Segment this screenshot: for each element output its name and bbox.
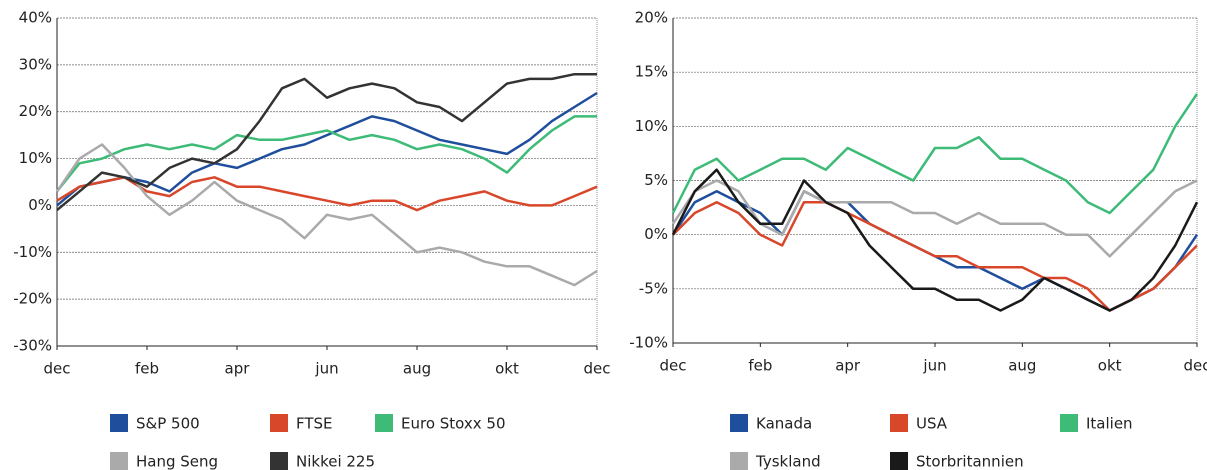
x-tick-label: aug — [403, 360, 431, 378]
series-line — [671, 93, 1199, 215]
x-tick-label: jun — [922, 357, 946, 375]
y-tick-label: 15% — [635, 63, 668, 81]
y-tick-label: 0% — [28, 196, 52, 214]
x-tick-label: dec — [660, 357, 687, 375]
x-tick-label: apr — [225, 360, 251, 378]
y-tick-label: 0% — [644, 225, 668, 243]
x-tick-label: feb — [135, 360, 159, 378]
x-tick-label: dec — [584, 360, 611, 378]
y-tick-label: 20% — [635, 9, 668, 27]
x-tick-label: apr — [835, 357, 861, 375]
series-line — [56, 115, 597, 193]
y-tick-label: -10% — [629, 334, 668, 352]
legend-label: Italien — [1086, 415, 1133, 433]
y-tick-label: -20% — [13, 290, 52, 308]
legend-swatch — [270, 452, 288, 470]
x-tick-label: aug — [1008, 357, 1036, 375]
legend-label: Hang Seng — [136, 453, 218, 470]
y-tick-label: 30% — [19, 55, 52, 73]
x-tick-label: dec — [44, 360, 71, 378]
legend-label: Nikkei 225 — [296, 453, 375, 470]
legend-label: Kanada — [756, 415, 812, 433]
legend-swatch — [270, 414, 288, 432]
y-tick-label: -30% — [13, 337, 52, 355]
legend-label: Tyskland — [755, 453, 821, 470]
legend-swatch — [730, 452, 748, 470]
y-tick-label: 5% — [644, 171, 668, 189]
legend-swatch — [1060, 414, 1078, 432]
series-line — [672, 200, 1198, 312]
series-line — [671, 168, 1199, 312]
x-tick-label: jun — [314, 360, 338, 378]
legend-swatch — [110, 452, 128, 470]
y-tick-label: -5% — [639, 279, 668, 297]
series-line — [671, 179, 1198, 258]
legend-swatch — [890, 452, 908, 470]
y-tick-label: 20% — [19, 102, 52, 120]
y-tick-label: -10% — [13, 243, 52, 261]
x-tick-label: okt — [495, 360, 519, 378]
x-tick-label: feb — [748, 357, 772, 375]
y-tick-label: 10% — [19, 149, 52, 167]
legend-label: Storbritannien — [916, 453, 1024, 470]
series-line — [55, 143, 598, 287]
y-tick-label: 40% — [19, 9, 52, 27]
legend-label: FTSE — [296, 415, 333, 433]
series-line — [56, 91, 598, 207]
series-line — [56, 176, 598, 212]
series-line — [56, 72, 597, 212]
legend-swatch — [890, 414, 908, 432]
x-tick-label: dec — [1184, 357, 1207, 375]
y-tick-label: 10% — [635, 117, 668, 135]
legend-label: USA — [916, 415, 948, 433]
x-tick-label: okt — [1098, 357, 1122, 375]
legend-swatch — [375, 414, 393, 432]
legend-label: S&P 500 — [136, 415, 200, 433]
legend-swatch — [110, 414, 128, 432]
legend-swatch — [730, 414, 748, 432]
legend-label: Euro Stoxx 50 — [401, 415, 506, 433]
